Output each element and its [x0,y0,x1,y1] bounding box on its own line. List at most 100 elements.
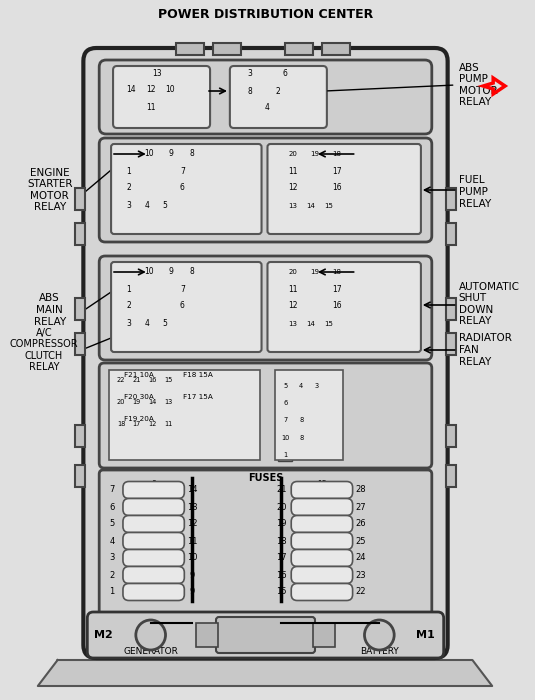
Bar [162,83,179,97]
Text: 8: 8 [190,150,195,158]
Text: 16: 16 [332,302,341,311]
FancyBboxPatch shape [123,498,185,515]
Bar [121,318,137,330]
Text: 3
40A: 3 40A [146,566,161,584]
Text: 3: 3 [247,69,252,78]
Bar [130,419,144,430]
Text: 8
60A: 8 60A [146,480,161,500]
Text: 8: 8 [299,435,303,441]
Bar [177,43,204,55]
Bar [162,396,175,407]
Text: M1: M1 [416,630,435,640]
FancyBboxPatch shape [111,262,262,352]
Text: 15: 15 [276,587,287,596]
Text: 20: 20 [276,503,287,512]
Bar [146,396,159,407]
Text: 10: 10 [166,85,175,94]
Text: 9: 9 [189,587,195,596]
Text: 7: 7 [180,286,185,295]
Text: 10: 10 [144,267,154,276]
Bar [120,283,138,297]
Text: 18: 18 [117,421,125,427]
Text: 18: 18 [276,536,287,545]
Text: FUSE: FUSE [253,622,278,632]
Text: 28: 28 [355,486,366,494]
Bar [446,333,456,355]
Text: 4: 4 [299,383,303,389]
FancyBboxPatch shape [123,515,185,533]
Text: 4: 4 [144,319,149,328]
Bar [114,396,128,407]
Bar [327,265,347,279]
Text: F19 20A: F19 20A [124,416,154,422]
FancyBboxPatch shape [87,612,444,658]
Bar [172,283,192,297]
Bar [321,199,337,213]
Text: 12: 12 [317,536,327,545]
Bar [322,43,350,55]
Text: 13: 13 [289,321,297,327]
Text: 11: 11 [164,421,173,427]
Text: 13: 13 [164,399,173,405]
Bar [327,147,347,161]
Bar [139,199,155,213]
Bar [284,299,303,313]
Bar [109,370,259,460]
Text: 15: 15 [164,377,173,383]
FancyBboxPatch shape [99,60,432,134]
Text: 9: 9 [168,150,173,158]
Bar [265,85,289,97]
Bar [321,318,337,330]
Text: 7: 7 [180,167,185,176]
Text: 2
20A: 2 20A [146,582,161,602]
Bar [278,449,292,461]
Text: 10: 10 [144,150,154,158]
Bar [75,223,86,245]
Text: 1: 1 [126,167,131,176]
Bar [285,318,301,330]
Bar [75,333,86,355]
Text: 4: 4 [110,536,114,545]
FancyBboxPatch shape [123,482,185,498]
FancyBboxPatch shape [123,566,185,584]
Circle shape [136,620,165,650]
Text: 8: 8 [299,417,303,423]
Bar [75,425,86,447]
Text: 16: 16 [149,377,157,383]
Text: 3: 3 [126,202,131,211]
Bar [305,147,325,161]
Text: 19: 19 [133,399,141,405]
FancyBboxPatch shape [99,256,432,360]
Text: 11: 11 [187,536,197,545]
Text: 6
30A: 6 30A [146,514,161,533]
Bar [278,397,292,409]
Text: 17: 17 [332,167,341,176]
Text: 18: 18 [332,269,341,275]
Bar [278,414,292,426]
Text: 16: 16 [276,570,287,580]
Bar [272,67,298,81]
Bar [294,380,308,392]
FancyBboxPatch shape [99,470,432,623]
Bar [130,396,144,407]
FancyBboxPatch shape [83,48,448,658]
Bar [313,623,335,647]
Text: 19: 19 [276,519,287,528]
FancyBboxPatch shape [291,584,353,601]
Bar [142,83,159,97]
Bar [160,147,180,161]
Polygon shape [38,660,492,686]
Bar [162,419,175,430]
Bar [75,465,86,487]
Text: 6: 6 [283,69,288,78]
Bar [446,298,456,320]
Text: 11: 11 [288,167,298,176]
Text: FUEL
PUMP
RELAY: FUEL PUMP RELAY [458,176,491,209]
Bar [146,374,159,386]
Text: 2: 2 [126,302,131,311]
Bar [310,380,324,392]
Text: 5: 5 [162,319,167,328]
FancyBboxPatch shape [268,144,421,234]
FancyBboxPatch shape [113,66,210,128]
Bar [122,83,140,97]
